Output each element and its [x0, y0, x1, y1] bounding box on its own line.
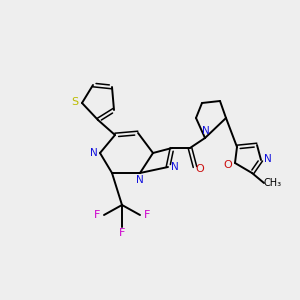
Text: N: N	[264, 154, 272, 164]
Text: CH₃: CH₃	[264, 178, 282, 188]
Text: O: O	[224, 160, 232, 170]
Text: N: N	[171, 162, 179, 172]
Text: N: N	[202, 126, 210, 136]
Text: O: O	[196, 164, 204, 174]
Text: F: F	[144, 210, 150, 220]
Text: F: F	[94, 210, 100, 220]
Text: S: S	[71, 97, 79, 107]
Text: F: F	[119, 228, 125, 238]
Text: N: N	[136, 175, 144, 185]
Text: N: N	[90, 148, 98, 158]
